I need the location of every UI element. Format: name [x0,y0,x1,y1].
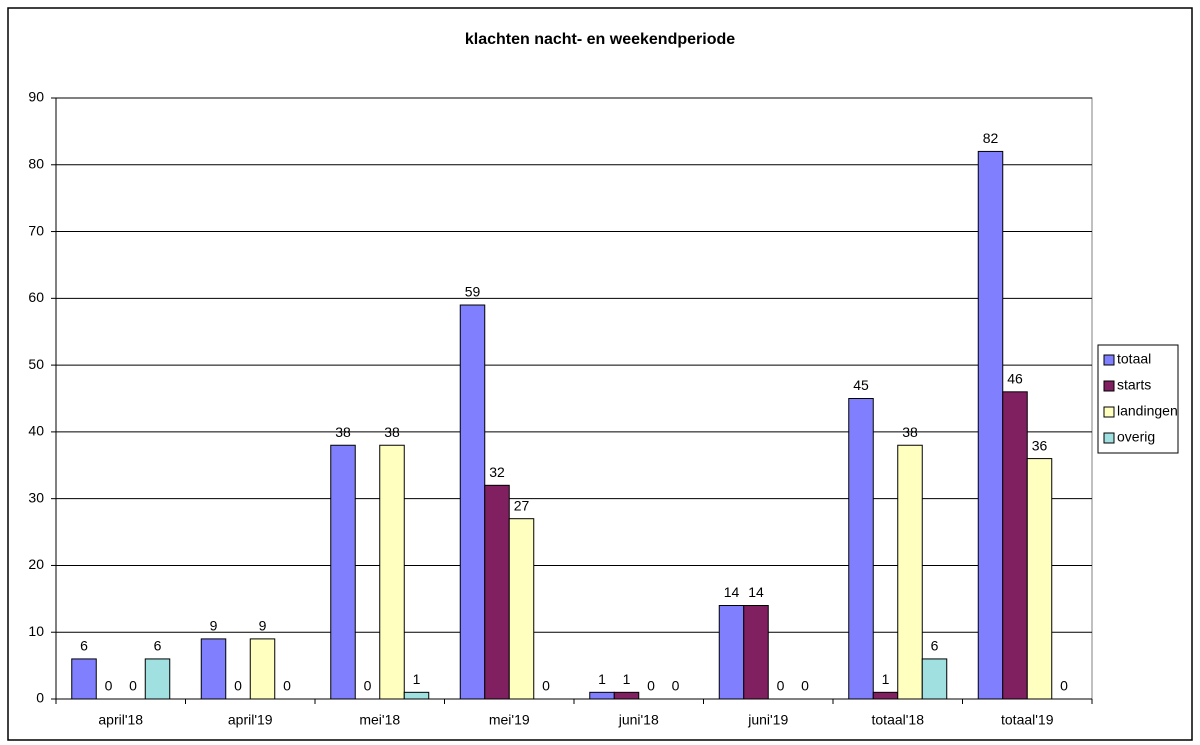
y-tick-label: 60 [28,289,44,305]
legend-swatch [1103,354,1115,366]
x-tick-label: mei'18 [359,712,400,728]
data-label: 27 [514,497,530,513]
legend-label: landingen [1117,403,1178,419]
x-tick-label: totaal'18 [872,712,925,728]
data-label: 0 [777,678,785,694]
data-label: 0 [672,678,680,694]
x-tick-label: mei'19 [489,712,530,728]
data-label: 0 [1060,678,1068,694]
data-label: 6 [154,638,162,654]
data-label: 1 [623,671,631,687]
bar [743,605,769,700]
y-tick-label: 80 [28,155,44,171]
y-tick-label: 30 [28,489,44,505]
legend-label: totaal [1117,351,1151,367]
y-tick-label: 20 [28,556,44,572]
data-label: 0 [364,678,372,694]
data-label: 1 [882,671,890,687]
y-tick-label: 40 [28,423,44,439]
bar [144,658,171,700]
bar [459,304,486,700]
legend-label: overig [1117,429,1155,445]
data-label: 0 [105,678,113,694]
data-label: 0 [234,678,242,694]
bar [1002,391,1028,700]
bar [613,691,640,700]
data-label: 0 [283,678,291,694]
data-label: 36 [1032,437,1048,453]
bar [379,444,405,700]
data-label: 82 [983,130,999,146]
data-label: 0 [129,678,137,694]
legend-swatch [1103,406,1115,418]
data-label: 38 [335,424,351,440]
legend-swatch [1103,432,1115,444]
data-label: 46 [1007,371,1023,387]
x-tick-label: juni'18 [618,712,659,728]
chart-title: klachten nacht- en weekendperiode [465,31,735,48]
data-label: 1 [413,671,421,687]
legend-swatch [1103,380,1115,392]
data-label: 6 [80,638,88,654]
data-label: 1 [598,671,606,687]
x-tick-label: april'18 [98,712,143,728]
data-label: 6 [931,638,939,654]
data-label: 9 [259,618,267,634]
bar [848,398,874,700]
bar [403,691,430,700]
bar [589,691,615,700]
bar [508,518,535,700]
data-label: 0 [647,678,655,694]
x-tick-label: april'19 [228,712,273,728]
data-label: 59 [465,284,481,300]
bar [330,444,356,700]
plot-area [55,97,1093,700]
y-tick-label: 70 [28,222,44,238]
bar [921,658,948,700]
bar [1026,458,1053,700]
data-label: 38 [384,424,400,440]
bar [872,691,899,700]
y-tick-label: 90 [28,89,44,105]
y-tick-label: 10 [28,623,44,639]
data-label: 38 [902,424,918,440]
data-label: 9 [210,618,218,634]
data-label: 0 [801,678,809,694]
legend-label: starts [1117,377,1151,393]
data-label: 14 [748,584,764,600]
bar [897,444,923,700]
bar [484,484,510,700]
data-label: 14 [724,584,740,600]
x-tick-label: totaal'19 [1001,712,1054,728]
y-tick-label: 50 [28,356,44,372]
data-label: 45 [853,377,869,393]
bar [977,150,1004,700]
data-label: 32 [489,464,505,480]
data-label: 0 [542,678,550,694]
bar [718,605,745,700]
bar [71,658,97,700]
y-tick-label: 0 [36,690,44,706]
bar [249,638,276,700]
bar [200,638,227,700]
x-tick-label: juni'19 [747,712,788,728]
